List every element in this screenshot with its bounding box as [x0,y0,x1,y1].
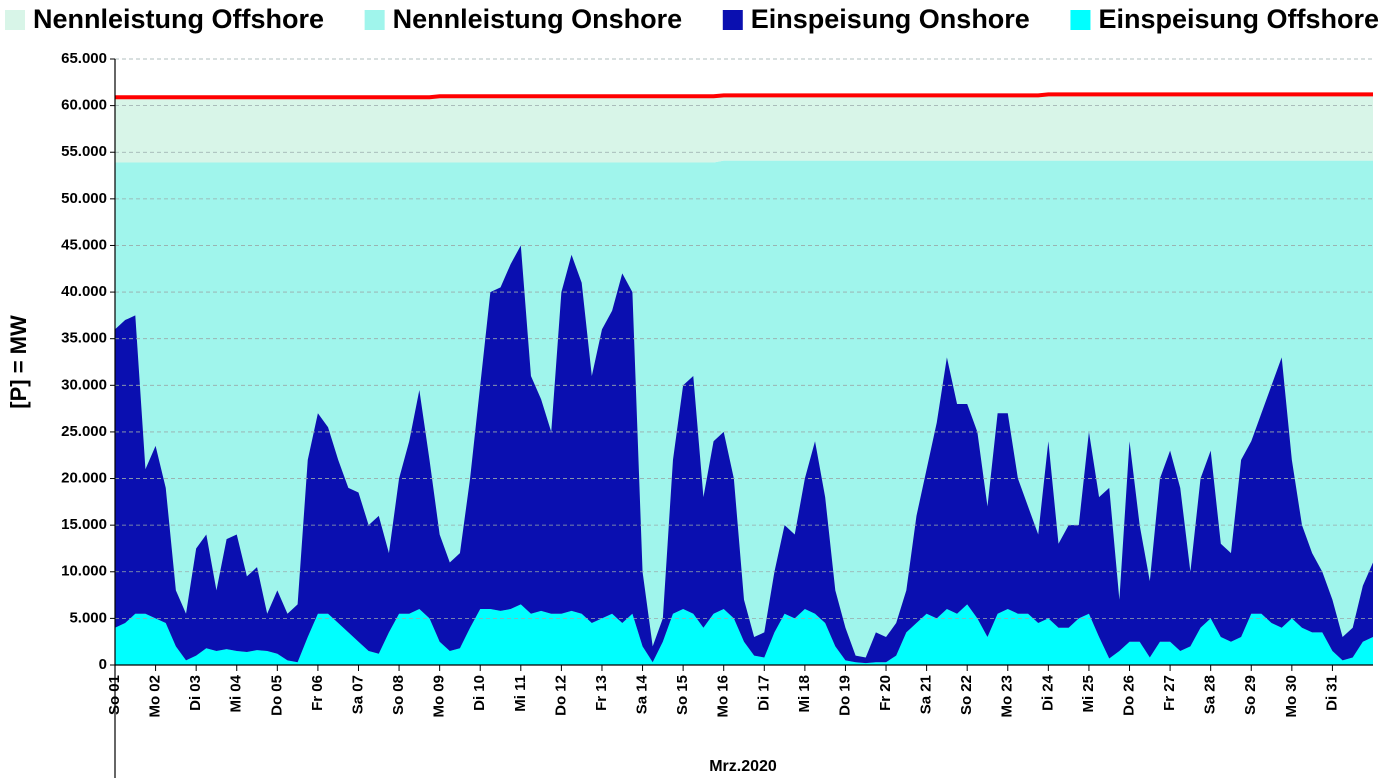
x-tick-label: Mi 04 [228,674,245,712]
legend-item: Einspeisung Onshore [722,4,1030,34]
legend-item: Nennleistung Onshore [364,4,683,34]
legend-swatch [722,10,743,30]
x-tick-label: Mi 18 [796,675,813,713]
y-tick-label: 35.000 [61,330,107,347]
x-tick-label: Sa 07 [349,675,366,714]
y-tick-label: 65.000 [61,50,107,67]
legend-item: Nennleistung Offshore [5,4,324,34]
x-tick-label: Di 17 [755,675,772,711]
x-tick-label: Di 24 [1039,674,1056,711]
legend-label: Einspeisung Offshore [1098,4,1379,34]
x-tick-label: Fr 27 [1161,675,1178,711]
y-tick-label: 0 [99,656,107,673]
x-tick-label: Mi 25 [1080,675,1097,713]
x-tick-label: Fr 06 [309,675,326,711]
x-tick-label: Fr 13 [593,675,610,711]
x-tick-label: Sa 28 [1202,675,1219,714]
x-tick-label: Mo 23 [999,675,1016,718]
y-tick-label: 10.000 [61,563,107,580]
y-tick-label: 30.000 [61,376,107,393]
x-tick-label: Fr 20 [877,675,894,711]
x-tick-label: Sa 14 [634,674,651,714]
x-tick-label: Mo 02 [147,675,164,718]
legend-swatch [364,10,385,30]
plot-area [115,92,1373,665]
area [115,94,1373,163]
y-axis-title: [P] = MW [6,315,31,409]
legend-label: Einspeisung Onshore [751,4,1030,34]
legend-item: Einspeisung Offshore [1070,4,1379,34]
x-tick-label: So 22 [958,675,975,715]
legend-label: Nennleistung Offshore [33,4,324,34]
y-tick-label: 55.000 [61,143,107,160]
y-tick-label: 25.000 [61,423,107,440]
legend: Nennleistung Offshore Nennleistung Onshor… [5,4,1379,34]
y-tick-label: 40.000 [61,283,107,300]
axes: 0 5.000 10.000 15.000 20.000 25.000 30.000 35.0… [61,50,1373,778]
x-tick-label: Mi 11 [512,675,529,712]
legend-swatch [5,10,25,30]
x-tick-label: Do 26 [1120,675,1137,716]
x-tick-label: So 15 [674,675,691,715]
x-tick-label: Do 19 [836,675,853,716]
x-tick-label: Di 03 [187,675,204,711]
y-tick-label: 50.000 [61,190,107,207]
y-tick-label: 60.000 [61,97,107,114]
area [115,604,1373,665]
y-tick-label: 45.000 [61,236,107,253]
capacity-line [115,92,1373,100]
x-axis-title: Mrz.2020 [709,758,777,775]
x-tick-label: So 29 [1242,675,1259,715]
x-tick-label: Di 10 [471,675,488,711]
x-tick-label: Mo 09 [431,675,448,718]
y-tick-label: 20.000 [61,470,107,487]
legend-swatch [1070,10,1091,30]
x-tick-label: Do 12 [552,675,569,716]
legend-label: Nennleistung Onshore [393,4,683,34]
x-tick-label: Di 31 [1323,675,1340,711]
y-tick-label: 5.000 [69,609,107,626]
x-tick-label: Mo 16 [715,675,732,718]
x-tick-label: Sa 21 [918,675,935,714]
y-tick-label: 15.000 [61,516,107,533]
x-tick-label: Mo 30 [1283,675,1300,718]
area [115,245,1373,664]
x-tick-label: So 08 [390,675,407,715]
x-tick-label: Do 05 [268,675,285,716]
